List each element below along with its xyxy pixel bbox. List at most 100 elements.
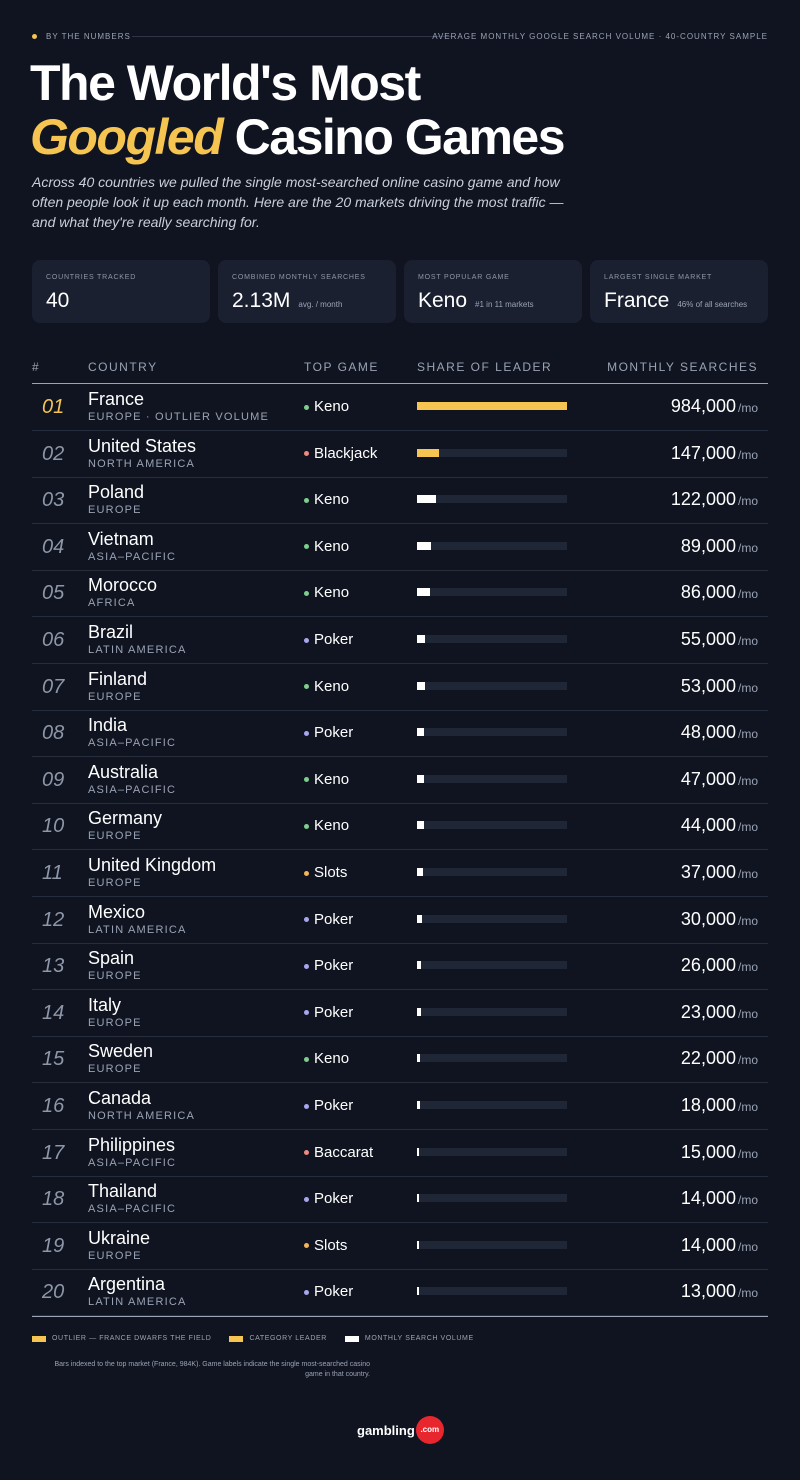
region: EUROPE: [88, 504, 142, 517]
game: Poker: [304, 1097, 353, 1114]
monthly-searches: 37,000/mo: [681, 862, 758, 883]
unit: /mo: [737, 587, 758, 602]
bar: [417, 1240, 420, 1249]
table-row: 09 Australia ASIA–PACIFIC Keno 47,000/mo: [32, 757, 768, 804]
region: ASIA–PACIFIC: [88, 783, 177, 796]
searches-label: 37,000: [680, 862, 736, 882]
game-label: Poker: [314, 724, 354, 742]
bar: [417, 914, 422, 923]
searches-label: 15,000: [680, 1141, 736, 1162]
country: Ukraine: [88, 1227, 151, 1248]
bar-track: [417, 1101, 567, 1109]
game: Poker: [304, 1190, 353, 1207]
monthly-searches: 23,000/mo: [681, 1002, 758, 1023]
note: Bars indexed to the top market (France, …: [54, 1361, 370, 1378]
bar: [417, 961, 421, 970]
game: Poker: [304, 957, 353, 974]
region: LATIN AMERICA: [88, 644, 187, 656]
game: Poker: [304, 631, 353, 648]
searches-label: 86,000: [680, 582, 736, 603]
table-row: 07 Finland EUROPE Keno 53,000/mo: [32, 664, 768, 711]
region: EUROPE · OUTLIER VOLUME: [88, 411, 270, 423]
country: Vietnam: [88, 528, 154, 549]
game: Blackjack: [304, 445, 377, 462]
bar: [417, 681, 426, 690]
footer-rule: [32, 1316, 768, 1317]
rank: 10: [42, 815, 65, 838]
unit: /mo: [737, 773, 758, 788]
region: EUROPE: [88, 1249, 142, 1262]
bar-track: [417, 1240, 567, 1249]
description: Across 40 countries we pulled the single…: [32, 174, 564, 230]
monthly-searches: 55,000/mo: [681, 629, 758, 650]
unit: /mo: [737, 1286, 758, 1301]
searches-label: 48,000: [680, 722, 736, 743]
rank: 20: [42, 1281, 65, 1304]
unit: /mo: [737, 727, 758, 742]
bar: [417, 448, 440, 457]
game: Keno: [304, 491, 349, 508]
unit: /mo: [737, 820, 758, 835]
logo-name: gambling: [357, 1422, 415, 1438]
region: LATIN AMERICA: [88, 923, 187, 936]
game-label: Keno: [314, 491, 350, 509]
country: Argentina: [88, 1274, 166, 1295]
bar: [417, 868, 423, 876]
country: Brazil: [88, 622, 134, 642]
bar: [417, 1101, 420, 1109]
stat-label: MOST POPULAR GAME: [418, 274, 510, 281]
game-dot: [304, 590, 309, 596]
region: ASIA–PACIFIC: [88, 1203, 177, 1216]
unit: /mo: [737, 867, 758, 881]
rank: 05: [42, 582, 65, 605]
column-header: COUNTRY: [88, 360, 158, 374]
rank: 11: [42, 862, 63, 884]
game-dot: [304, 1010, 309, 1016]
rank: 08: [42, 722, 65, 745]
bar: [417, 1054, 421, 1063]
column-header: SHARE OF LEADER: [417, 360, 553, 374]
monthly-searches: 14,000/mo: [681, 1235, 758, 1256]
monthly-searches: 48,000/mo: [681, 722, 758, 743]
bar: [417, 821, 424, 830]
bar-track: [417, 728, 567, 737]
game-label: Baccarat: [314, 1143, 374, 1161]
stat-card: LARGEST SINGLE MARKET France 46% of all se…: [590, 260, 768, 323]
country: India: [88, 715, 128, 736]
bar-track: [417, 402, 567, 410]
kicker: BY THE NUMBERS: [46, 32, 131, 41]
game-label: Poker: [314, 1190, 354, 1208]
game-dot: [304, 684, 309, 690]
searches-label: 55,000: [680, 629, 736, 649]
game-dot: [304, 870, 309, 876]
bar-track: [417, 448, 567, 457]
game: Poker: [304, 1283, 353, 1300]
country: Germany: [88, 808, 163, 829]
country: France: [88, 389, 145, 409]
game-dot: [304, 963, 309, 969]
stat-card: COUNTRIES TRACKED 40: [32, 260, 210, 323]
game: Keno: [304, 817, 349, 834]
rank: 01: [42, 396, 65, 418]
table-row: 16 Canada NORTH AMERICA Poker 18,000/mo: [32, 1083, 768, 1130]
stat-value: France 46% of all searches: [604, 289, 748, 312]
bar-track: [417, 961, 567, 970]
region: EUROPE: [88, 690, 142, 703]
stat-card: COMBINED MONTHLY SEARCHES 2.13M avg. / mon…: [218, 260, 396, 323]
table-row: 17 Philippines ASIA–PACIFIC Baccarat 15,000/…: [32, 1130, 768, 1177]
region: EUROPE: [88, 830, 142, 843]
meta: AVERAGE MONTHLY GOOGLE SEARCH VOLUME · 4…: [432, 32, 768, 41]
title-line2: Googled Casino Games: [30, 108, 566, 166]
game-label: Slots: [314, 864, 348, 881]
table-row: 18 Thailand ASIA–PACIFIC Poker 14,000/mo: [32, 1176, 768, 1224]
table-row: 13 Spain EUROPE Poker 26,000/mo: [32, 943, 768, 991]
unit: /mo: [737, 1053, 758, 1068]
game-dot: [304, 730, 309, 736]
bar: [417, 1007, 421, 1016]
bar: [417, 1194, 420, 1203]
bar: [417, 774, 425, 783]
bar-track: [417, 1287, 567, 1296]
table-row: 11 United Kingdom EUROPE Slots 37,000/mo: [32, 850, 768, 897]
bar: [417, 495, 436, 504]
